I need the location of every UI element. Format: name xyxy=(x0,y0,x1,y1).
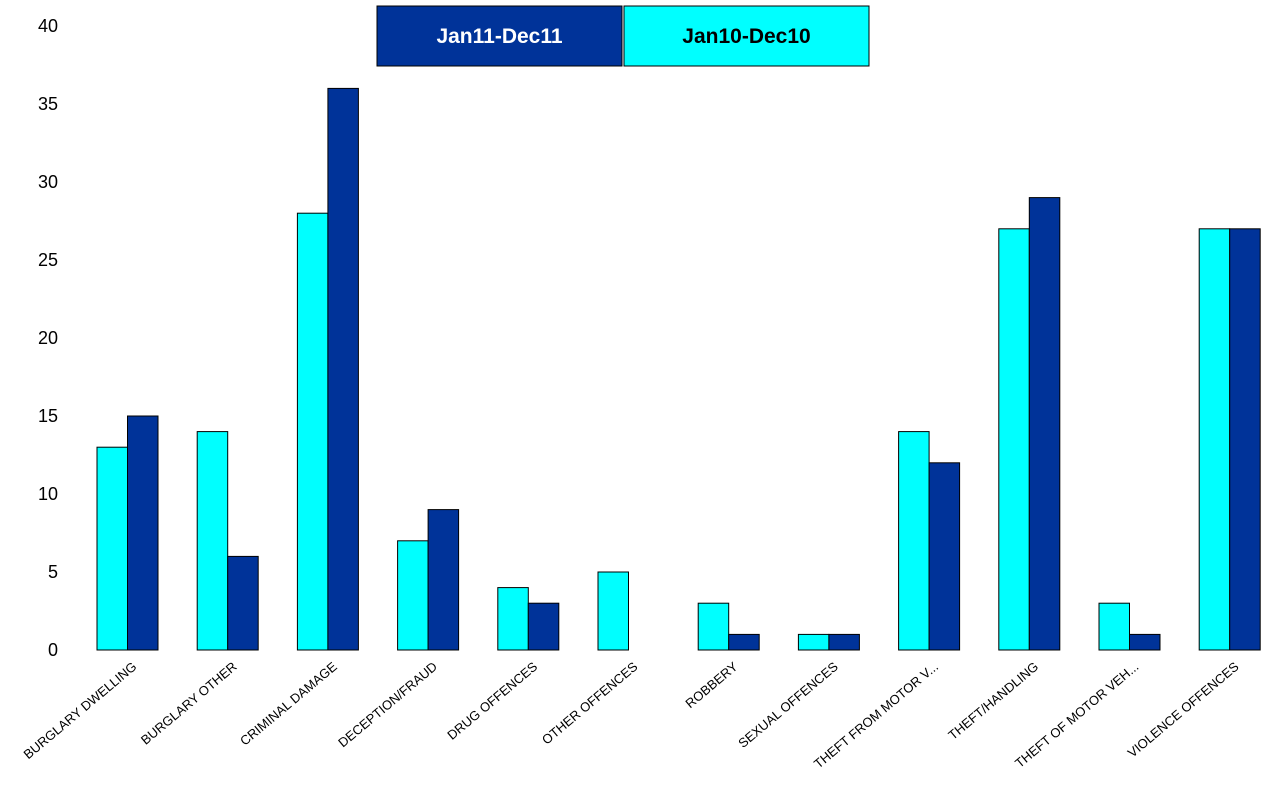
legend: Jan11-Dec11 Jan10-Dec10 xyxy=(376,5,870,67)
bar-jan11-dec11-theft-of-motor-veh xyxy=(1129,633,1161,651)
bar-jan10-dec10-burglary-other xyxy=(196,431,229,651)
x-category-label-drug-offences: DRUG OFFENCES xyxy=(444,659,540,743)
bar-jan10-dec10-drug-offences xyxy=(497,587,529,651)
bar-jan10-dec10-sexual-offences xyxy=(797,633,830,651)
y-tick-label-25: 25 xyxy=(38,250,58,270)
bars xyxy=(96,87,1261,651)
legend-swatch-jan10-dec10 xyxy=(623,5,870,67)
y-tick-label-30: 30 xyxy=(38,172,58,192)
y-tick-label-15: 15 xyxy=(38,406,58,426)
bar-jan11-dec11-deception-fraud xyxy=(427,509,460,651)
bar-jan10-dec10-deception-fraud xyxy=(397,540,429,651)
bar-jan11-dec11-drug-offences xyxy=(527,602,560,651)
bar-jan10-dec10-theft-from-motor-v xyxy=(898,431,930,651)
y-tick-label-0: 0 xyxy=(48,640,58,660)
x-category-label-burglary-other: BURGLARY OTHER xyxy=(138,659,240,748)
y-tick-label-35: 35 xyxy=(38,94,58,114)
x-category-label-theft-handling: THEFT/HANDLING xyxy=(945,659,1041,743)
bar-jan10-dec10-burglary-dwelling xyxy=(96,446,128,651)
legend-label-jan10-dec10: Jan10-Dec10 xyxy=(682,25,810,48)
bar-jan10-dec10-violence-offences xyxy=(1198,228,1231,651)
y-tick-label-10: 10 xyxy=(38,484,58,504)
legend-swatch-jan11-dec11 xyxy=(376,5,623,67)
y-tick-label-40: 40 xyxy=(38,16,58,36)
bar-jan11-dec11-criminal-damage xyxy=(327,87,359,651)
x-category-label-other-offences: OTHER OFFENCES xyxy=(539,659,641,748)
x-category-label-deception-fraud: DECEPTION/FRAUD xyxy=(335,659,440,750)
x-category-label-criminal-damage: CRIMINAL DAMAGE xyxy=(237,659,340,749)
bar-jan11-dec11-burglary-other xyxy=(227,555,259,651)
bar-jan11-dec11-theft-from-motor-v xyxy=(928,462,961,651)
x-category-label-burglary-dwelling: BURGLARY DWELLING xyxy=(21,659,140,762)
bar-jan10-dec10-other-offences xyxy=(597,571,629,651)
bar-jan11-dec11-theft-handling xyxy=(1028,197,1061,651)
bar-jan11-dec11-burglary-dwelling xyxy=(127,415,159,651)
y-tick-label-20: 20 xyxy=(38,328,58,348)
bar-jan10-dec10-criminal-damage xyxy=(296,212,329,651)
y-axis-ticks: 0 5 10 15 20 25 30 35 40 xyxy=(38,16,58,660)
bar-jan10-dec10-theft-of-motor-veh xyxy=(1098,602,1130,651)
x-category-label-robbery: ROBBERY xyxy=(682,659,740,711)
bar-jan11-dec11-sexual-offences xyxy=(828,633,860,651)
legend-label-jan11-dec11: Jan11-Dec11 xyxy=(436,25,562,48)
bar-jan11-dec11-violence-offences xyxy=(1229,228,1261,651)
x-category-label-sexual-offences: SEXUAL OFFENCES xyxy=(735,659,841,751)
x-category-label-violence-offences: VIOLENCE OFFENCES xyxy=(1125,659,1242,761)
bar-jan10-dec10-theft-handling xyxy=(998,228,1030,651)
y-tick-label-5: 5 xyxy=(48,562,58,582)
bar-jan10-dec10-robbery xyxy=(697,602,730,651)
bar-jan11-dec11-robbery xyxy=(728,633,760,651)
